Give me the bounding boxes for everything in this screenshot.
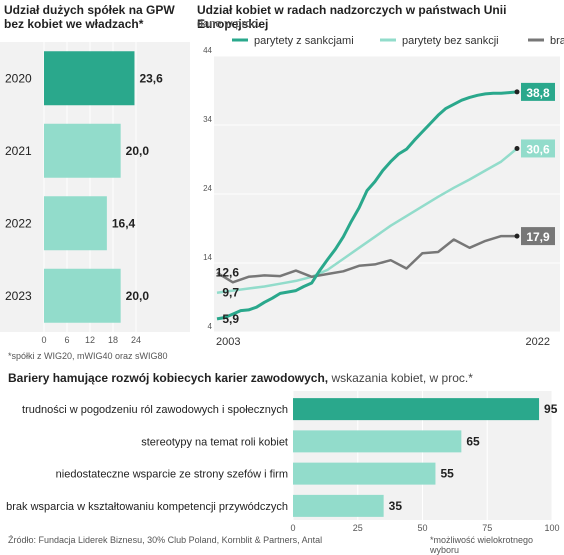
chart2-subtitle: dane w proc. [197, 18, 260, 30]
category-label: stereotypy na temat roli kobiet [141, 436, 288, 448]
category-label: brak wsparcia w kształtowaniu kompetencj… [6, 501, 288, 513]
end-value-label: 30,6 [526, 142, 550, 156]
bar-value-label: 16,4 [112, 216, 136, 230]
year-label: 2022 [5, 216, 32, 230]
start-value-label: 5,9 [222, 312, 239, 326]
series-line [216, 147, 518, 294]
bar [44, 123, 121, 178]
bar [44, 51, 135, 106]
legend-label: parytety z sankcjami [254, 35, 354, 47]
year-label: 2020 [5, 71, 32, 85]
x-tick-label: 100 [544, 523, 559, 533]
y-tick-label: 14 [203, 253, 212, 262]
x-tick-label: 25 [353, 523, 363, 533]
bar [293, 494, 384, 517]
bar [44, 196, 107, 251]
start-value-label: 12,6 [216, 266, 240, 280]
chart2-title: Udział kobiet w radach nadzorczych w pań… [197, 3, 507, 31]
x-tick-label: 24 [131, 335, 141, 345]
bar-value-label: 35 [389, 499, 403, 513]
x-tick-label: 50 [417, 523, 427, 533]
x-tick-label: 12 [85, 335, 95, 345]
eu-line-chart: 4 14 24 34 44 2003 2022 parytety z sankcjami par… [203, 35, 564, 348]
x-tick-label: 2022 [526, 336, 550, 348]
category-label: trudności w pogodzeniu ról zawodowych i … [22, 404, 288, 416]
bar [44, 268, 121, 323]
chart1-footnote: *spółki z WIG20, mWIG40 oraz sWIG80 [8, 351, 168, 361]
end-point-marker [514, 145, 520, 151]
x-tick-label: 0 [41, 335, 46, 345]
bar [293, 430, 462, 453]
y-tick-label: 24 [203, 184, 212, 193]
end-value-label: 38,8 [526, 86, 550, 100]
x-tick-label: 75 [482, 523, 492, 533]
barriers-bar-chart: 0 25 50 75 100 trudności w pogodzeniu ról zaw… [6, 391, 560, 533]
category-label: niedostateczne wsparcie ze strony szefów… [56, 469, 288, 481]
y-tick-label: 34 [203, 115, 212, 124]
chart3-title: Bariery hamujące rozwój kobiecych karier… [8, 371, 329, 385]
y-tick-label: 44 [203, 46, 212, 55]
legend-label: parytety bez sankcji [402, 35, 499, 47]
x-tick-label: 0 [290, 523, 295, 533]
start-value-label: 9,7 [222, 286, 239, 300]
year-label: 2021 [5, 144, 32, 158]
bar-value-label: 23,6 [139, 71, 163, 85]
bar-value-label: 95 [544, 402, 558, 416]
series-line [216, 234, 517, 284]
bar-value-label: 20,0 [126, 144, 150, 158]
end-value-label: 17,9 [526, 230, 550, 244]
source-note: Źródło: Fundacja Liderek Biznesu, 30% Cl… [8, 535, 323, 545]
gpw-bar-chart: 0 6 12 18 24 2020 23,6 2021 20,0 2022 16,4 2023 20,0 [0, 42, 190, 345]
y-tick-label: 4 [208, 322, 213, 331]
chart1-title: Udział dużych spółek na GPW bez kobiet w… [4, 3, 175, 31]
bar-value-label: 65 [466, 434, 480, 448]
end-point-marker [514, 233, 520, 239]
x-tick-label: 6 [64, 335, 69, 345]
chart3-subtitle: wskazania kobiet, w proc.* [331, 371, 473, 385]
x-tick-label: 18 [108, 335, 118, 345]
end-label-box [521, 139, 555, 158]
year-label: 2023 [5, 289, 32, 303]
bar-value-label: 20,0 [126, 289, 150, 303]
bar [293, 462, 436, 485]
legend-label: brak parytetów [550, 35, 564, 47]
end-label-box [521, 227, 555, 246]
series-line [216, 90, 518, 321]
bar-value-label: 55 [440, 467, 454, 481]
end-point-marker [514, 89, 520, 95]
bar [293, 398, 540, 421]
end-label-box [521, 82, 555, 101]
chart3-footnote: *możliwość wielokrotnego wyboru [430, 535, 534, 555]
chart3-heading: Bariery hamujące rozwój kobiecych karier… [8, 371, 473, 385]
x-tick-label: 2003 [216, 336, 240, 348]
